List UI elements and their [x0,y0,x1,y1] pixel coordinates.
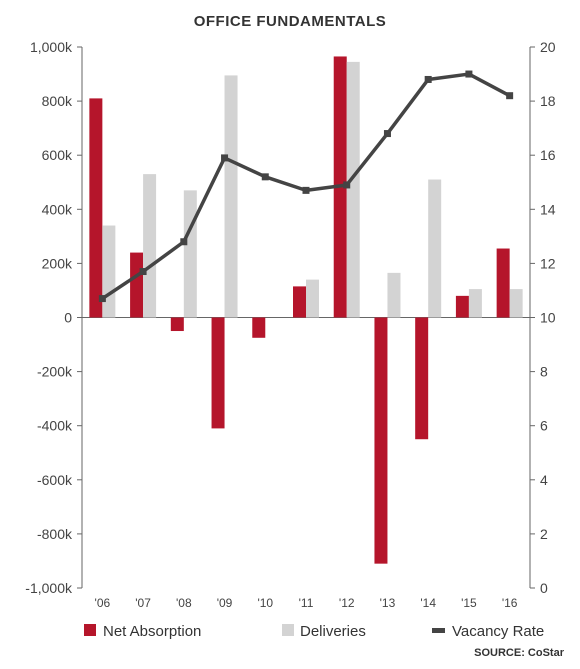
x-tick-label: '06 [95,596,111,610]
bar-net-absorption [374,317,388,564]
left-tick-label: 800k [42,93,73,109]
x-tick-label: '11 [299,596,314,610]
vacancy-rate-point [261,173,269,181]
vacancy-rate-point [506,92,514,100]
right-tick-label: 6 [540,418,548,434]
legend-label-deliveries: Deliveries [300,623,366,640]
vacancy-line [98,70,514,303]
right-tick-label: 10 [540,310,556,326]
right-tick-label: 12 [540,255,556,271]
chart-title: OFFICE FUNDAMENTALS [194,13,387,30]
left-tick-label: 600k [42,147,73,163]
legend-label-vacancy-rate: Vacancy Rate [452,623,544,640]
right-tick-label: 16 [540,147,556,163]
right-tick-label: 20 [540,39,556,55]
x-tick-label: '16 [502,596,518,610]
vacancy-rate-point [98,295,106,303]
bars [89,56,523,564]
bar-net-absorption [170,317,184,332]
x-tick-label: '08 [176,596,192,610]
bar-deliveries [224,75,238,318]
x-tick-label: '07 [135,596,151,610]
x-tick-label: '13 [380,596,396,610]
vacancy-rate-point [424,75,432,83]
vacancy-rate-point [139,268,147,276]
bar-deliveries [468,289,482,318]
left-tick-label: 1,000k [30,39,73,55]
axes: -1,000k -800k -600k -400k -200k 0 200k 400k 600k… [25,39,555,610]
vacancy-rate-point [180,238,188,246]
vacancy-rate-point [383,130,391,138]
left-tick-label: -200k [37,364,73,380]
source-note: SOURCE: CoStar [474,647,565,659]
right-tick-label: 8 [540,364,548,380]
bar-deliveries [143,174,157,318]
vacancy-rate-point [465,70,473,78]
vacancy-rate-point [343,181,351,189]
right-tick-label: 0 [540,580,548,596]
legend-swatch-deliveries [282,624,294,636]
bar-net-absorption [293,286,306,318]
bar-net-absorption [130,252,144,318]
bar-deliveries [183,190,197,318]
bar-deliveries [346,61,360,318]
vacancy-rate-point [221,154,229,162]
bar-net-absorption [455,295,469,318]
bar-deliveries [428,179,442,318]
right-tick-label: 14 [540,201,556,217]
x-tick-label: '15 [461,596,477,610]
legend-label-net-absorption: Net Absorption [103,623,201,640]
bar-net-absorption [415,317,429,440]
bar-deliveries [306,279,319,318]
right-tick-label: 4 [540,472,548,488]
bar-net-absorption [496,248,510,318]
x-tick-label: '10 [257,596,273,610]
bar-deliveries [102,225,116,318]
vacancy-rate-point [302,186,310,194]
x-tick-label: '09 [217,596,233,610]
vacancy-rate-line [101,72,511,301]
x-tick-label: '14 [420,596,436,610]
left-tick-label: -600k [37,472,73,488]
legend: Net Absorption Deliveries Vacancy Rate [84,623,544,640]
legend-swatch-vacancy-rate [432,628,445,633]
bar-net-absorption [211,317,225,429]
x-tick-label: '12 [339,596,355,610]
bar-deliveries [509,289,523,318]
left-tick-label: -400k [37,418,73,434]
bar-net-absorption [252,317,266,338]
left-tick-label: -800k [37,526,73,542]
left-tick-label: 200k [42,255,73,271]
left-tick-label: 0 [64,310,72,326]
bar-deliveries [387,272,401,318]
bar-net-absorption [89,98,103,318]
right-tick-label: 18 [540,93,556,109]
left-tick-label: 400k [42,201,73,217]
right-tick-label: 2 [540,526,548,542]
legend-swatch-net-absorption [84,624,96,636]
left-tick-label: -1,000k [25,580,73,596]
